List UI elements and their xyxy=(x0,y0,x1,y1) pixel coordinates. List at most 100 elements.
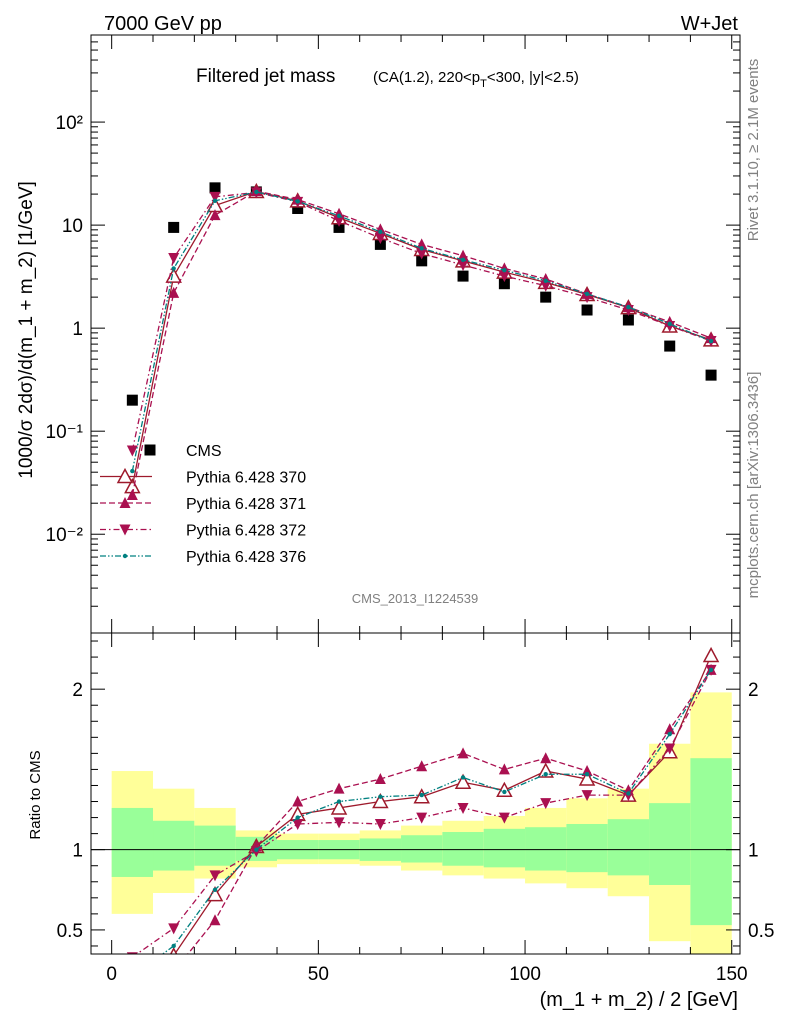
y-tick-label: 10² xyxy=(56,113,83,134)
data-point-0 xyxy=(209,182,221,194)
data-point-3 xyxy=(168,252,180,264)
legend-marker-2 xyxy=(119,497,131,508)
data-point-2 xyxy=(126,489,138,501)
green-band-bin xyxy=(442,832,484,866)
green-band-bin xyxy=(566,823,608,873)
legend-marker-1 xyxy=(116,467,134,484)
green-band-bin xyxy=(401,835,443,863)
axes-group: 0 50 100 150 10⁻² 10⁻¹ 1 10 10² 0.5 0.5 1 1 2 2 xyxy=(46,34,774,985)
ratio-point-1 xyxy=(374,773,386,785)
ratio-point-0 xyxy=(206,886,224,902)
series-line-4 xyxy=(131,191,712,472)
data-point-3 xyxy=(664,320,676,332)
ratio-point-3 xyxy=(171,943,176,949)
data-point-0 xyxy=(540,291,552,303)
ratio-y-tick-label-right: 0.5 xyxy=(748,921,774,942)
data-point-0 xyxy=(168,221,180,233)
data-point-4 xyxy=(254,189,259,195)
ratio-point-2 xyxy=(664,743,676,755)
data-point-4 xyxy=(460,257,466,263)
chart-subtitle: (CA(1.2), 220<pT<300, |y|<2.5) xyxy=(373,69,579,90)
x-tick-label: 50 xyxy=(308,964,329,985)
data-point-4 xyxy=(419,246,424,251)
legend-label-1: Pythia 6.428 370 xyxy=(186,470,306,487)
data-point-0 xyxy=(416,255,428,267)
data-point-4 xyxy=(708,338,714,344)
data-point-4 xyxy=(378,229,383,235)
data-point-4 xyxy=(584,291,590,297)
ratio-point-2 xyxy=(374,818,386,830)
mcplots-label: mcplots.cern.ch [arXiv:1306.3436] xyxy=(745,372,762,599)
data-point-2 xyxy=(168,286,180,298)
legend-label-2: Pythia 6.428 371 xyxy=(186,496,306,513)
green-band-bin xyxy=(607,819,650,876)
ratio-point-1 xyxy=(581,765,593,777)
green-band-bin xyxy=(483,828,526,868)
process-label: W+Jet xyxy=(681,13,739,35)
ratio-y-tick-label: 2 xyxy=(72,680,83,701)
data-point-3 xyxy=(126,445,138,457)
ratio-point-3 xyxy=(130,974,134,978)
data-point-2 xyxy=(209,209,221,221)
legend-marker-3 xyxy=(119,524,131,536)
ratio-point-1 xyxy=(664,723,676,735)
upper-frame xyxy=(90,34,741,634)
legend-label-0: CMS xyxy=(186,443,222,460)
ratio-point-0 xyxy=(125,980,139,993)
x-axis-label: (m_1 + m_2) / 2 [GeV] xyxy=(540,989,738,1011)
legend-label-4: Pythia 6.428 376 xyxy=(186,549,306,566)
data-point-3 xyxy=(333,215,345,227)
data-point-2 xyxy=(374,223,386,235)
ratio-point-2 xyxy=(540,798,552,810)
ratio-point-3 xyxy=(212,887,218,892)
green-band-bin xyxy=(690,758,732,926)
ratio-point-1 xyxy=(498,763,510,775)
ratio-point-2 xyxy=(209,870,221,882)
data-point-4 xyxy=(171,266,176,271)
uncertainty-bands xyxy=(91,692,740,954)
ratio-point-3 xyxy=(295,815,300,820)
green-band-bin xyxy=(649,803,691,885)
data-point-3 xyxy=(416,248,428,260)
x-tick-label: 100 xyxy=(509,964,541,985)
subtitle-part-1: (CA(1.2), 220<p xyxy=(373,69,480,86)
ratio-point-1 xyxy=(457,747,469,759)
ratio-point-1 xyxy=(168,966,179,977)
ratio-point-2 xyxy=(457,802,469,814)
energy-label: 7000 GeV pp xyxy=(104,13,222,35)
chart-title: Filtered jet mass xyxy=(196,66,335,87)
data-point-4 xyxy=(543,278,548,284)
ratio-point-1 xyxy=(416,760,428,772)
data-point-0 xyxy=(126,394,138,406)
ratio-point-3 xyxy=(378,794,383,799)
ratio-point-3 xyxy=(254,847,259,852)
ratio-y-tick-label: 0.5 xyxy=(57,921,83,942)
data-point-3 xyxy=(374,232,386,244)
ratio-line-3 xyxy=(161,669,712,954)
distribution-series-group xyxy=(124,182,720,501)
ratio-series-group xyxy=(125,646,720,993)
ratio-point-2 xyxy=(498,812,510,824)
data-point-3 xyxy=(209,191,221,203)
upper-y-axis-label: 1000/σ 2dσ)/d(m_1 + m_2) [1/GeV] xyxy=(16,181,37,479)
ratio-point-0 xyxy=(330,799,348,815)
data-point-0 xyxy=(705,369,717,381)
rivet-label: Rivet 3.1.10, ≥ 2.1M events xyxy=(745,59,762,242)
ratio-point-3 xyxy=(708,667,714,673)
data-point-4 xyxy=(626,304,631,310)
ratio-point-2 xyxy=(416,812,428,824)
green-band-bin xyxy=(111,807,154,877)
ratio-point-3 xyxy=(667,731,672,737)
ratio-point-0 xyxy=(702,646,720,663)
ratio-point-1 xyxy=(540,752,552,764)
ratio-point-3 xyxy=(336,799,342,804)
ratio-point-1 xyxy=(333,782,345,794)
data-point-0 xyxy=(292,202,304,214)
legend-marker-4 xyxy=(122,553,128,559)
data-point-4 xyxy=(667,321,672,327)
ratio-point-2 xyxy=(581,790,593,802)
data-point-3 xyxy=(498,271,510,283)
ratio-point-0 xyxy=(454,773,472,790)
green-band-bin xyxy=(525,827,567,871)
